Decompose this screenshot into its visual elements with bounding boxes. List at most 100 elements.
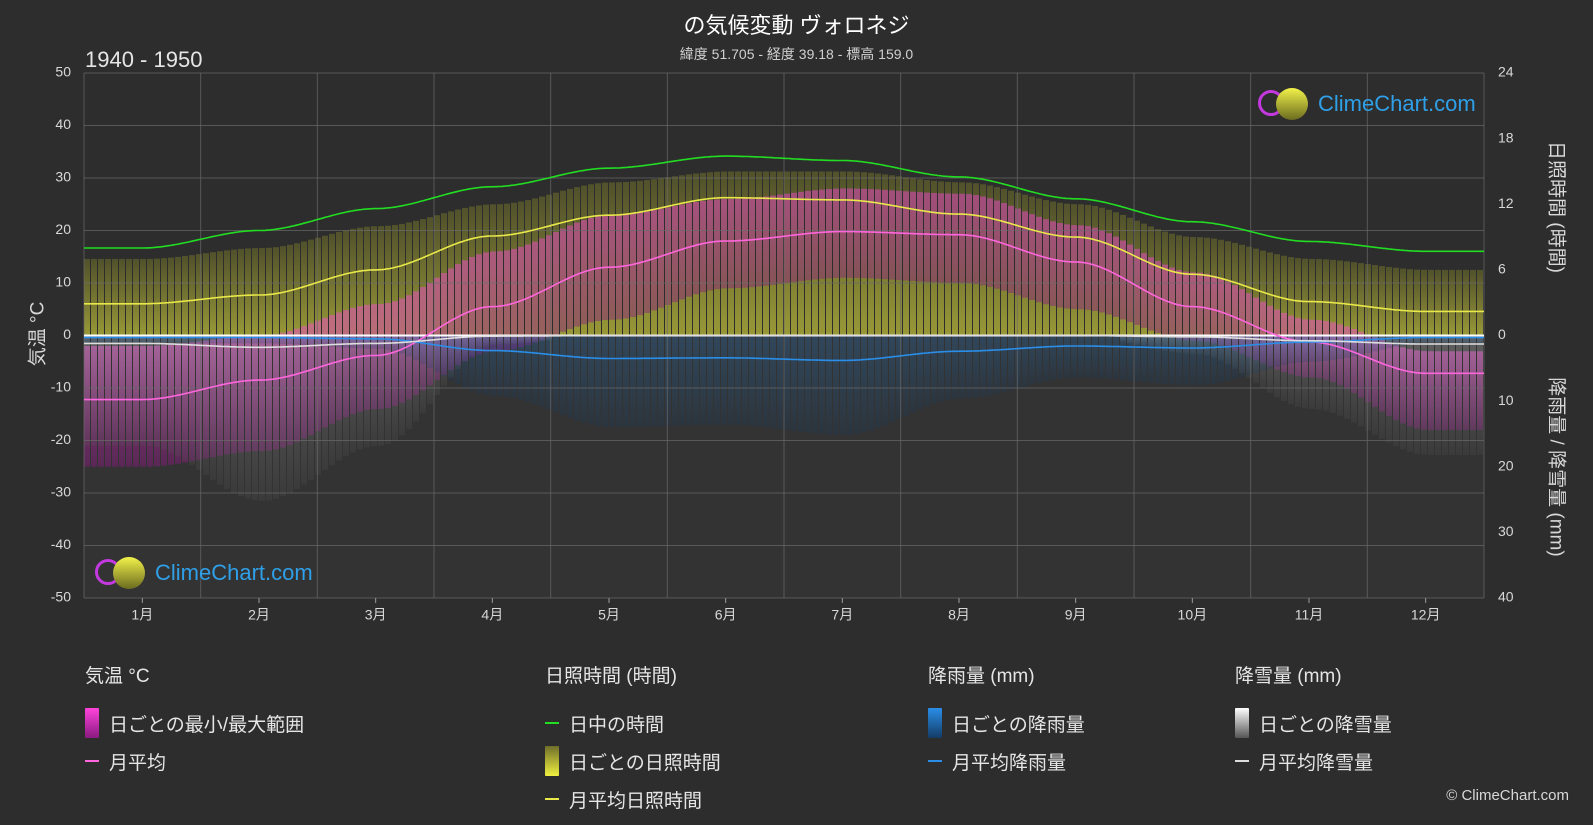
snow-daily-bar [1337, 335, 1343, 416]
rain-daily-bar [441, 335, 447, 377]
sunshine-daily-bar [210, 252, 216, 336]
temperature-range-bar [483, 252, 489, 353]
rain-daily-bar [497, 335, 503, 397]
rain-daily-bar [1134, 335, 1140, 382]
rain-daily-bar [875, 335, 881, 429]
series-line [84, 334, 1484, 349]
rain-daily-bar [721, 335, 727, 425]
rain-daily-bar [630, 335, 636, 428]
sunshine-daily-bar [420, 219, 426, 336]
temperature-range-bar [686, 203, 692, 297]
rain-daily-bar [805, 335, 811, 433]
y-tick-label: -10 [51, 379, 71, 395]
temperature-range-bar [630, 213, 636, 318]
rain-daily-bar [329, 335, 335, 347]
rain-daily-bar [1288, 335, 1294, 364]
sunshine-daily-bar [1372, 265, 1378, 336]
rain-daily-bar [980, 335, 986, 397]
rain-daily-bar [1036, 335, 1042, 384]
rain-daily-bar [1260, 335, 1266, 371]
rain-daily-bar [707, 335, 713, 425]
rain-daily-bar [483, 335, 489, 396]
rain-daily-bar [133, 335, 139, 344]
temperature-range-bar [1064, 224, 1070, 309]
rain-daily-bar [742, 335, 748, 426]
rain-daily-bar [756, 335, 762, 427]
temperature-range-bar [1120, 240, 1126, 320]
series-lines [84, 155, 1484, 401]
sunshine-daily-bar [1414, 269, 1420, 336]
rain-daily-bar [1302, 335, 1308, 362]
temperature-range-bar [1239, 289, 1245, 354]
sunshine-daily-bar [1281, 255, 1287, 336]
brand-logo-bottom[interactable]: ClimeChart.com [95, 557, 313, 589]
temperature-range-bar [728, 198, 734, 289]
rain-daily-bar [140, 335, 146, 344]
snow-daily-bar [301, 335, 307, 485]
temperature-range-bar [476, 254, 482, 355]
snow-daily-bar [133, 335, 139, 446]
legend-label: 日ごとの最小/最大範囲 [109, 714, 305, 736]
y-tick-label: 20 [55, 221, 71, 237]
temperature-range-bar [1029, 214, 1035, 301]
snow-daily-bar [1442, 335, 1448, 455]
rain-daily-bar [728, 335, 734, 425]
rain-daily-bar [1267, 335, 1273, 369]
sunshine-daily-bar [1302, 258, 1308, 336]
x-tick-label: 6月 [715, 607, 737, 623]
y-tick-label: 40 [55, 116, 71, 132]
temperature-range-bar [462, 260, 468, 361]
legend-item: 月平均降雪量 [1235, 742, 1392, 780]
snow-daily-bar [203, 335, 209, 475]
series-line [84, 336, 1484, 362]
temperature-range-bar [952, 193, 958, 283]
sunshine-daily-bar [371, 226, 377, 336]
snow-daily-bar [1393, 335, 1399, 447]
snow-daily-bar [259, 335, 265, 501]
snow-daily-bar [84, 335, 90, 446]
sunshine-daily-bar [350, 228, 356, 336]
rain-daily-bar [1330, 335, 1336, 361]
sunshine-daily-bar [315, 237, 321, 336]
temperature-range-bar [637, 212, 643, 316]
legend-label: 日ごとの降雨量 [952, 714, 1085, 736]
snow-daily-bar [1456, 335, 1462, 455]
temperature-range-bar [896, 190, 902, 281]
temperature-range-bar [812, 190, 818, 280]
temperature-range-bar [1057, 223, 1063, 308]
rain-daily-bar [952, 335, 958, 399]
temperature-range-bar [840, 188, 846, 278]
rain-daily-bar [1463, 335, 1469, 344]
y-right-tick-label: 0 [1498, 326, 1506, 342]
temperature-range-bar [749, 197, 755, 288]
rain-daily-bar [1232, 335, 1238, 380]
rain-daily-bar [861, 335, 867, 433]
sunshine-daily-bar [91, 258, 97, 336]
temperature-range-bar [980, 196, 986, 286]
temperature-range-bar [868, 189, 874, 279]
rain-daily-bar [1442, 335, 1448, 344]
rain-daily-bar [280, 335, 286, 344]
temperature-range-bar [511, 248, 517, 350]
rain-daily-bar [1365, 335, 1371, 354]
snow-daily-bar [1449, 335, 1455, 455]
temperature-range-bar [861, 188, 867, 279]
rain-daily-bar [105, 335, 111, 344]
snow-daily-bar [1386, 335, 1392, 443]
x-tick-label: 7月 [831, 607, 853, 623]
sunshine-daily-bar [1456, 269, 1462, 336]
temperature-range-bar [1113, 236, 1119, 317]
series-line [84, 230, 1484, 401]
rain-daily-bar [854, 335, 860, 435]
climechart-logo-icon [95, 557, 149, 589]
rain-daily-bar [1071, 335, 1077, 378]
temperature-range-bar [700, 200, 706, 293]
sunshine-daily-bar [1295, 258, 1301, 336]
brand-logo-top[interactable]: ClimeChart.com [1258, 88, 1476, 120]
sunshine-daily-bar [105, 258, 111, 336]
sunshine-daily-bar [119, 258, 125, 336]
rain-daily-bar [322, 335, 328, 347]
temperature-range-bar [945, 193, 951, 283]
rain-daily-bar [749, 335, 755, 426]
rain-daily-bar [420, 335, 426, 364]
